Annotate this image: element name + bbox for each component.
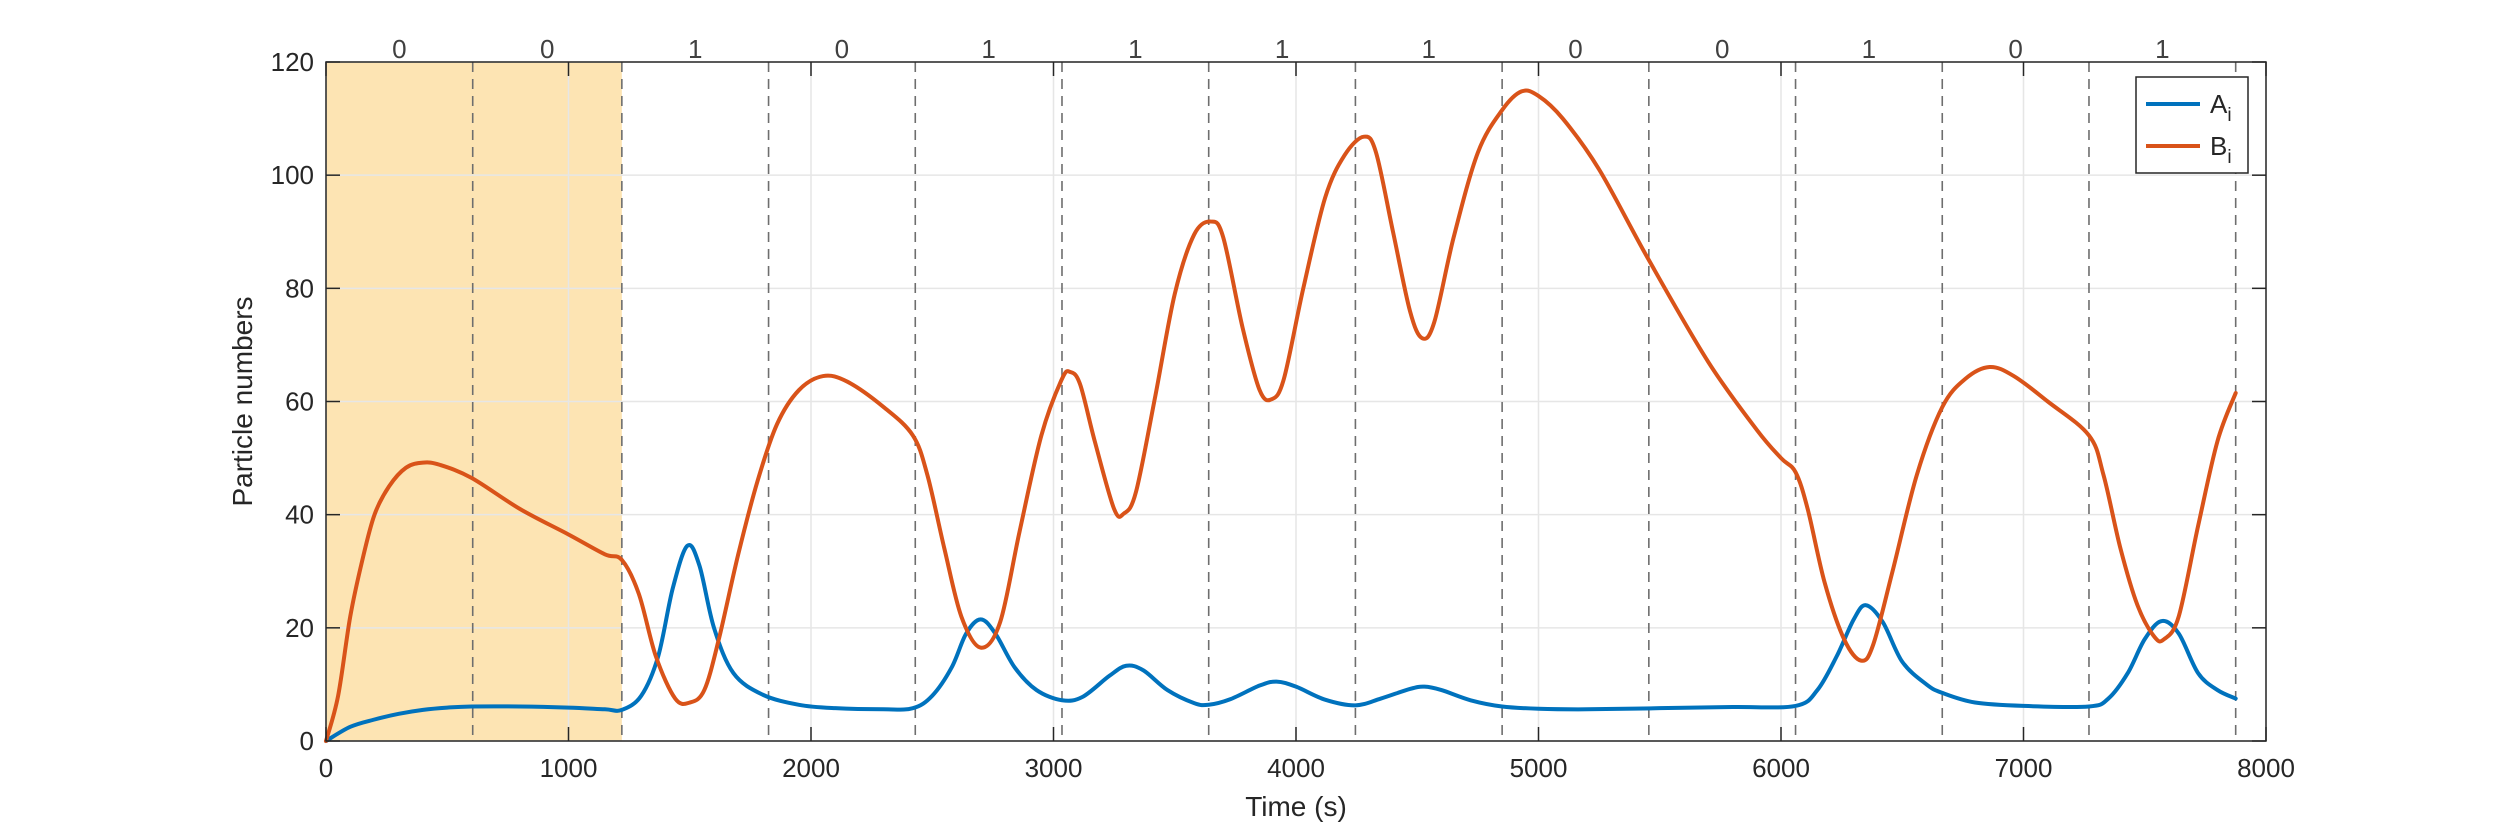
x-axis-title: Time (s) [1245, 791, 1347, 822]
bit-label-layer: 0 0 1 0 1 1 1 1 0 0 1 0 1 [392, 34, 2169, 64]
bit-label: 0 [1568, 34, 1582, 64]
legend-label-b: Bi [2210, 131, 2232, 168]
x-tick-label: 7000 [1995, 753, 2053, 783]
bit-label: 1 [688, 34, 702, 64]
bit-label: 0 [835, 34, 849, 64]
bit-label: 1 [2155, 34, 2169, 64]
bit-label: 1 [1275, 34, 1289, 64]
bit-label: 1 [981, 34, 995, 64]
y-tick-label: 120 [271, 47, 314, 77]
series-line-b [324, 88, 2238, 743]
x-tick-label: 1000 [540, 753, 598, 783]
x-tick-label: 6000 [1752, 753, 1810, 783]
bit-label: 1 [1422, 34, 1436, 64]
bit-label: 0 [392, 34, 406, 64]
y-tick-label: 60 [285, 387, 314, 417]
bit-label: 0 [2008, 34, 2022, 64]
y-tick-label: 80 [285, 273, 314, 303]
axes-layer [325, 61, 2267, 742]
bit-label: 0 [540, 34, 554, 64]
x-tick-label: 2000 [782, 753, 840, 783]
y-tick-label: 100 [271, 160, 314, 190]
bit-boundary-layer [471, 62, 2237, 741]
bit-label: 1 [1862, 34, 1876, 64]
y-tick-label: 0 [300, 726, 314, 756]
x-tick-label: 8000 [2237, 753, 2295, 783]
x-tick-label: 5000 [1510, 753, 1568, 783]
x-tick-label: 3000 [1025, 753, 1083, 783]
legend: Ai Bi [2135, 76, 2249, 174]
y-tick-label: 20 [285, 613, 314, 643]
x-tick-label: 4000 [1267, 753, 1325, 783]
legend-label-a: Ai [2210, 89, 2232, 126]
series-line-a [324, 542, 2238, 743]
series-layer [324, 88, 2238, 743]
y-axis-title: Particle numbers [227, 296, 258, 506]
y-tick-label: 40 [285, 500, 314, 530]
bit-label: 0 [1715, 34, 1729, 64]
bit-label: 1 [1128, 34, 1142, 64]
legend-box [2135, 76, 2249, 174]
x-tick-label: 0 [319, 753, 333, 783]
tick-label-layer: 0 1000 2000 3000 4000 5000 6000 7000 8000 0 20 40 60… [271, 47, 2295, 783]
